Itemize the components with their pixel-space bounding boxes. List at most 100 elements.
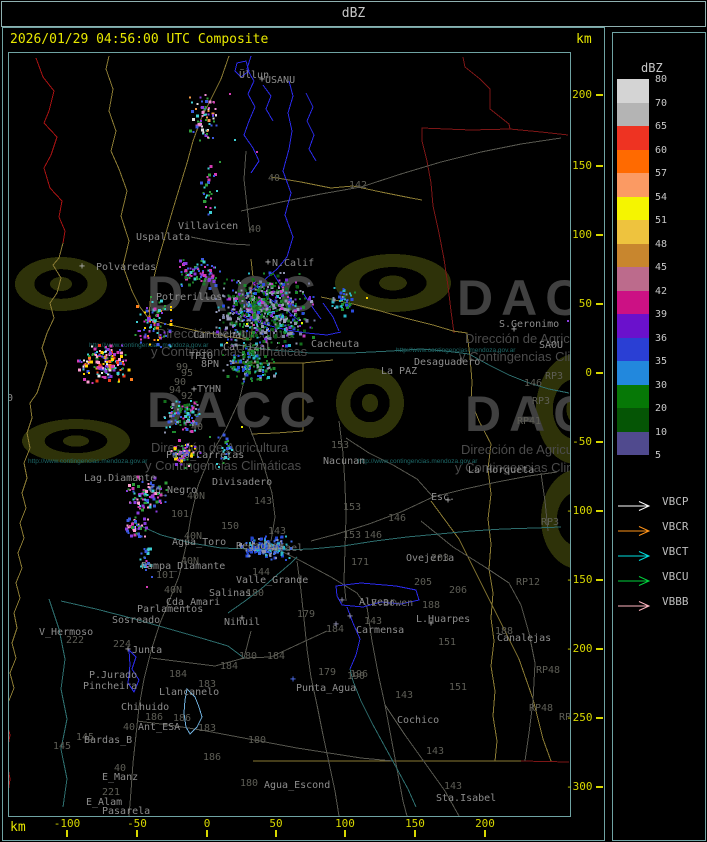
route-label: 146 [524,378,542,389]
radar-echo [104,364,107,367]
radar-echo [199,272,202,275]
radar-echo [129,524,132,528]
radar-echo [177,449,180,452]
radar-echo [255,328,259,332]
radar-echo [247,351,251,355]
route-label: 144 [252,567,270,578]
dacc-logo-icon [49,276,73,292]
radar-echo [350,309,354,313]
radar-echo [155,510,158,513]
radar-echo [258,537,261,540]
radar-echo [87,353,90,356]
route-label: RP3 [545,371,563,382]
map-boundary-line [230,343,570,394]
radar-echo [240,289,243,292]
radar-echo [112,368,116,372]
radar-echo [256,308,259,311]
radar-echo [178,419,182,423]
radar-echo [170,412,173,415]
radar-echo [147,485,150,488]
radar-echo [275,556,278,559]
radar-echo [279,284,281,287]
radar-echo [209,207,212,210]
radar-echo [285,292,288,295]
place-label: Cda_Amari [166,597,220,608]
radar-echo [77,368,81,372]
radar-echo [339,305,342,308]
radar-echo [96,373,99,376]
radar-echo [268,541,271,544]
radar-echo [158,317,161,320]
place-label: P.Jurado [89,670,137,681]
y-tick [596,717,603,719]
radar-echo [144,493,147,496]
radar-echo [144,333,147,336]
radar-echo [247,291,250,294]
radar-echo [271,283,274,286]
radar-echo [265,535,268,538]
radar-echo [275,301,278,304]
radar-echo [285,344,289,348]
radar-echo [189,129,193,133]
place-label: Bardas_B [84,735,132,746]
legend-row: VBCR [618,520,689,536]
radar-echo [98,368,101,370]
map-boundary-line [430,500,552,762]
radar-echo [215,277,218,280]
radar-echo [138,330,141,332]
radar-echo [154,492,158,496]
radar-echo [194,429,197,432]
radar-echo [295,342,298,345]
radar-echo [244,366,246,369]
radar-echo [256,378,259,381]
radar-echo [187,464,190,467]
radar-echo [210,265,213,267]
radar-echo [179,411,182,414]
radar-echo [267,366,270,369]
radar-echo [143,502,146,505]
radar-echo [142,498,145,501]
radar-echo [96,365,100,369]
radar-map[interactable]: DACCDACCDACCDACCDirección de Agricultura… [8,52,571,817]
radar-echo [158,485,161,489]
map-boundary-line [127,648,140,694]
radar-echo [342,289,346,293]
radar-echo [146,548,150,552]
radar-echo [141,563,145,567]
radar-echo [106,357,109,360]
radar-echo [226,364,229,367]
place-label: 90 [8,393,13,404]
place-label: Pincheira [83,681,137,692]
radar-echo [285,334,288,337]
radar-echo [246,308,248,310]
map-boundary-line [9,729,11,791]
place-label: Esc. [431,492,455,503]
radar-echo [234,297,238,300]
radar-echo [241,313,245,317]
radar-echo [285,315,288,318]
radar-echo [271,284,275,288]
radar-echo [239,281,241,284]
scale-block [617,384,649,408]
radar-echo [282,296,285,299]
radar-echo [265,307,269,311]
radar-echo [149,503,152,506]
radar-echo [199,124,202,127]
radar-echo [261,301,264,304]
scale-value: 36 [655,332,668,344]
radar-echo [337,295,341,299]
radar-echo [257,365,260,368]
radar-echo [252,331,256,335]
radar-echo [241,293,244,296]
timestamp: 2026/01/29 04:56:00 UTC Composite [10,32,269,47]
radar-echo [203,108,206,111]
radar-echo [274,299,277,302]
radar-echo [270,311,273,314]
radar-echo [112,356,116,360]
radar-echo [257,377,260,380]
radar-echo [239,545,243,549]
radar-echo [163,400,167,404]
radar-echo [171,414,175,417]
radar-echo [247,349,250,352]
radar-echo [268,307,271,310]
